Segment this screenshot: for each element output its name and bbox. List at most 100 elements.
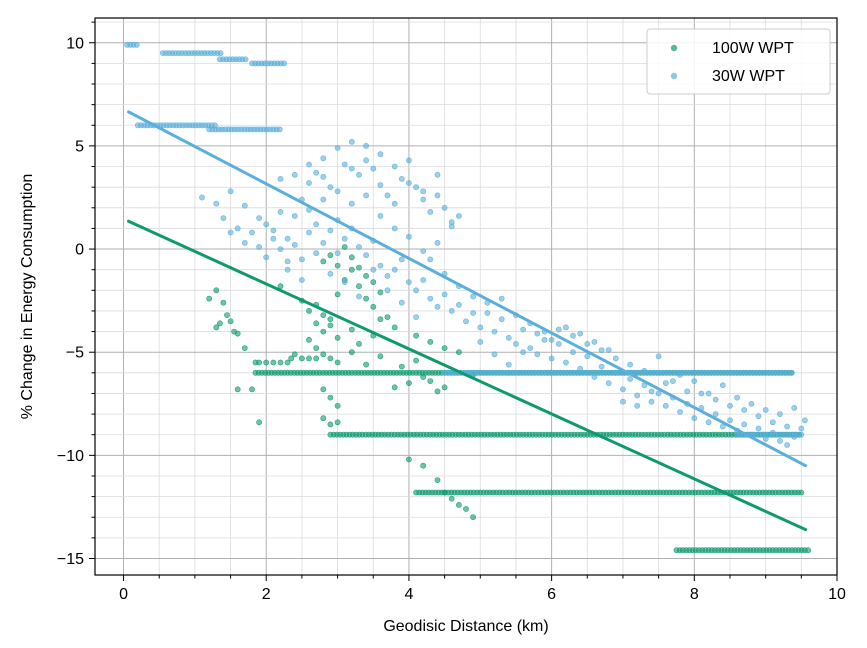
- data-point: [798, 489, 805, 496]
- x-tick-label: 10: [828, 586, 846, 603]
- data-point: [320, 351, 327, 358]
- data-point: [270, 227, 277, 234]
- data-point: [313, 345, 320, 351]
- data-point: [727, 402, 733, 409]
- data-point: [605, 347, 612, 353]
- data-point: [377, 316, 384, 323]
- data-point: [662, 402, 669, 409]
- data-point: [769, 419, 776, 426]
- data-point: [648, 398, 655, 405]
- data-point: [327, 227, 334, 234]
- data-point: [356, 264, 362, 271]
- data-point: [217, 50, 224, 56]
- data-point: [391, 225, 398, 232]
- data-point: [563, 359, 569, 366]
- data-point: [249, 229, 255, 236]
- data-point: [370, 266, 377, 273]
- x-tick-label: 6: [547, 586, 556, 603]
- data-point: [434, 477, 441, 483]
- data-point: [534, 330, 541, 337]
- data-point: [263, 359, 270, 366]
- legend-marker-100w: [670, 44, 678, 52]
- data-point: [505, 361, 512, 368]
- data-point: [405, 180, 412, 186]
- x-tick-label: 2: [262, 586, 271, 603]
- data-point: [441, 204, 448, 211]
- data-point: [306, 355, 312, 362]
- data-point: [448, 307, 455, 314]
- data-point: [741, 421, 748, 428]
- data-point: [356, 171, 362, 178]
- data-point: [791, 404, 798, 411]
- data-point: [348, 266, 355, 273]
- x-tick-label: 4: [404, 586, 413, 603]
- data-point: [434, 171, 441, 178]
- data-point: [334, 402, 341, 409]
- data-point: [420, 462, 427, 469]
- data-point: [670, 378, 676, 384]
- data-point: [691, 378, 698, 384]
- data-point: [784, 442, 790, 448]
- data-point: [555, 326, 562, 333]
- data-point: [356, 293, 362, 300]
- data-point: [455, 213, 462, 219]
- y-tick-label: 0: [75, 242, 84, 259]
- data-point: [227, 318, 234, 325]
- trend-lines: [127, 110, 808, 532]
- data-point: [455, 501, 462, 508]
- data-point: [277, 175, 284, 182]
- data-point: [320, 155, 327, 162]
- data-point: [377, 182, 384, 188]
- data-point: [427, 295, 434, 302]
- legend: 100W WPT 30W WPT: [646, 28, 831, 95]
- data-point: [777, 411, 783, 417]
- data-point: [398, 256, 405, 263]
- data-point: [398, 363, 405, 370]
- data-point: [348, 138, 355, 145]
- data-point: [334, 359, 341, 366]
- data-point: [391, 200, 398, 207]
- data-point: [370, 165, 377, 172]
- data-point: [434, 388, 441, 395]
- data-point: [377, 151, 384, 158]
- data-point: [427, 338, 434, 345]
- data-point: [405, 380, 412, 386]
- data-point: [227, 229, 234, 236]
- data-point: [427, 256, 434, 263]
- data-point: [584, 353, 591, 360]
- data-point: [313, 355, 320, 362]
- data-point: [313, 320, 320, 327]
- legend-marker-30w: [670, 72, 678, 80]
- data-point: [334, 419, 341, 426]
- data-point: [420, 277, 427, 283]
- data-point: [788, 369, 795, 376]
- data-point: [320, 173, 327, 180]
- data-point: [363, 192, 369, 199]
- plot-frame: [94, 17, 838, 576]
- data-point: [220, 215, 227, 221]
- data-point: [348, 165, 355, 172]
- data-point: [363, 361, 369, 368]
- data-point: [277, 359, 284, 366]
- data-point: [391, 266, 398, 273]
- data-point: [441, 291, 448, 298]
- x-tick-label: 8: [690, 586, 699, 603]
- data-point: [427, 378, 434, 384]
- data-point: [216, 320, 223, 327]
- data-point: [241, 202, 248, 209]
- data-point: [284, 359, 291, 366]
- y-tick-label: −5: [66, 345, 84, 362]
- data-point: [448, 495, 455, 502]
- data-point: [242, 56, 249, 63]
- data-point: [413, 314, 419, 320]
- data-point: [463, 506, 469, 512]
- data-point: [213, 324, 220, 331]
- data-point: [491, 328, 498, 335]
- data-point: [224, 312, 230, 318]
- data-point: [705, 419, 712, 426]
- data-point: [288, 355, 295, 362]
- data-point: [306, 336, 312, 343]
- data-point: [298, 355, 305, 362]
- data-point: [284, 258, 291, 265]
